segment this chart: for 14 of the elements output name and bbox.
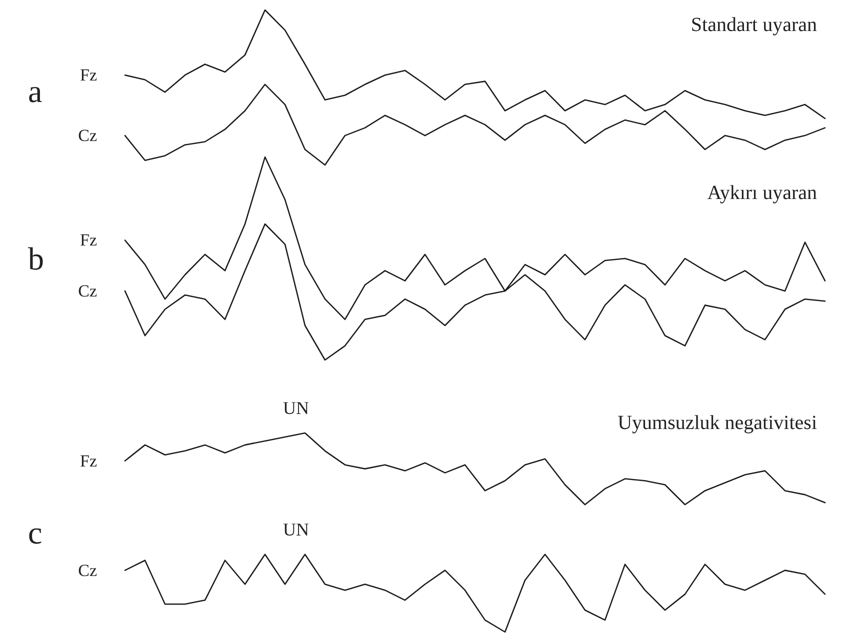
text: a [28, 73, 42, 110]
series-label: Fz [80, 230, 98, 250]
text: UN [283, 398, 309, 418]
series-label: Cz [78, 281, 98, 300]
chart-title: Standart uyaran [690, 14, 818, 36]
chart-title: Uyumsuzluk negativitesi [618, 412, 818, 434]
annotation: UN [283, 519, 309, 540]
text: b [28, 240, 44, 276]
series-label: Fz [80, 451, 98, 470]
series-label: Fz [80, 66, 98, 85]
text: c [28, 514, 42, 551]
series-label: Cz [78, 560, 98, 580]
text: Aykırı uyaran [707, 182, 817, 204]
series-label: Cz [78, 126, 98, 146]
